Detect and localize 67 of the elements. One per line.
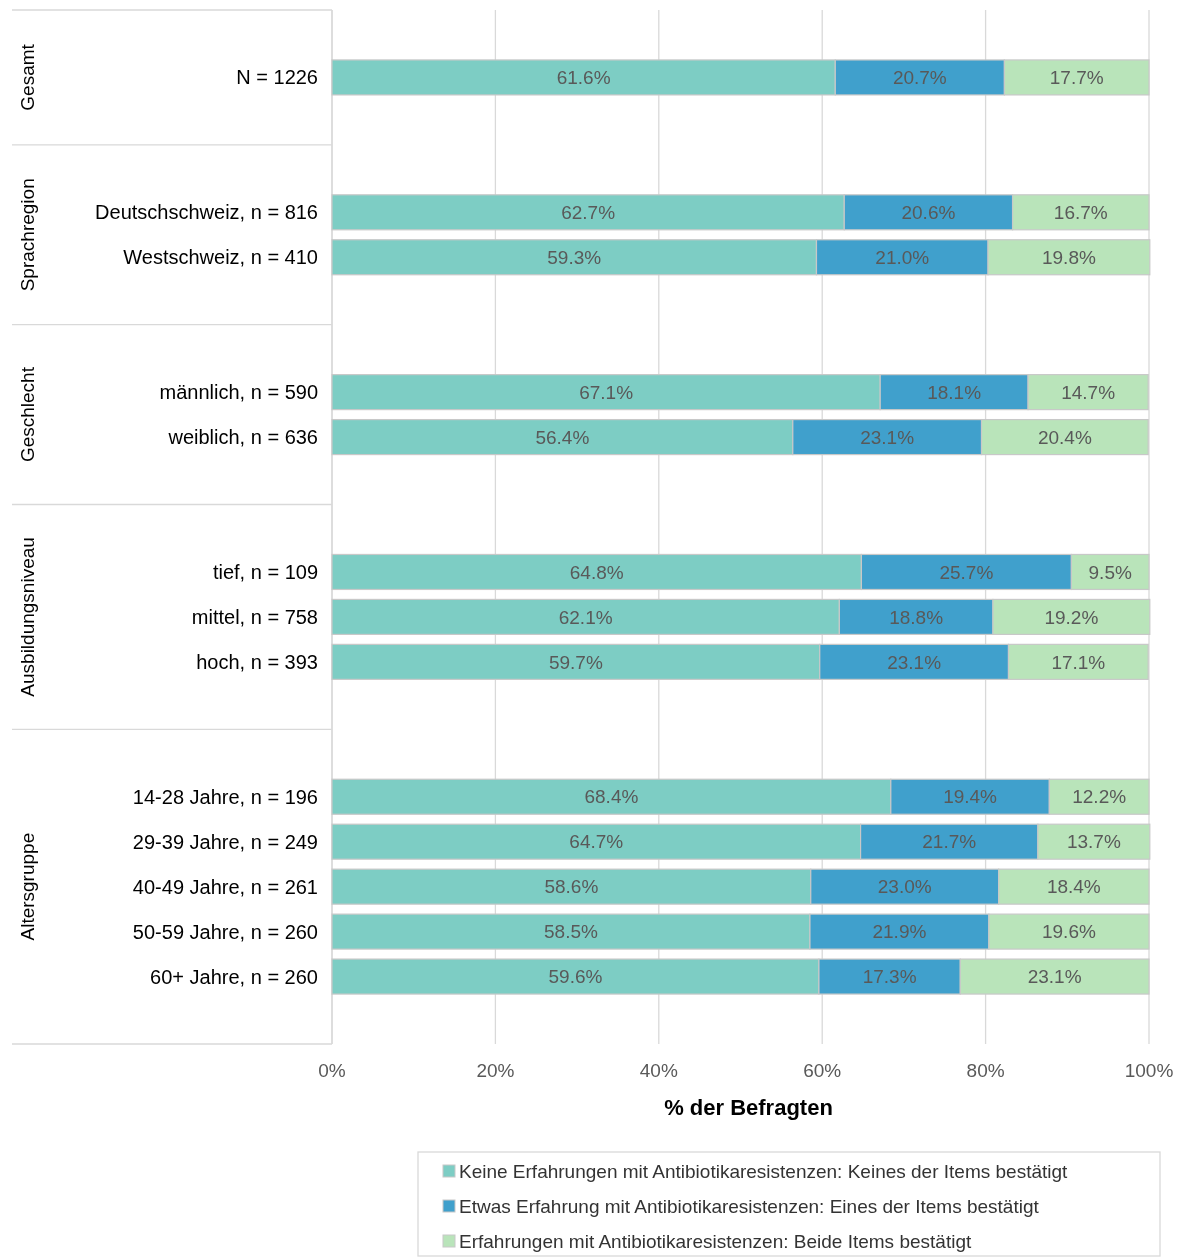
data-label: 62.1% [558,606,613,628]
y-tick-label: männlich, n = 590 [159,381,318,404]
data-label: 23.1% [860,426,915,448]
data-label: 56.4% [535,426,590,448]
data-label: 21.7% [922,831,977,853]
x-tick-label: 80% [966,1059,1005,1081]
text: Altersgruppe [17,832,38,941]
data-label: 23.1% [1027,966,1082,988]
data-label: 12.2% [1072,786,1127,808]
data-label: 19.8% [1042,246,1096,268]
data-label: 18.8% [889,606,944,628]
text: Ausbildungsniveau [17,537,38,697]
data-label: 59.7% [548,651,603,673]
data-label: 21.0% [875,246,930,268]
y-tick-label: weiblich, n = 636 [167,426,318,449]
data-label: 19.4% [943,786,998,808]
data-label: 68.4% [584,786,639,808]
y-tick-label: tief, n = 109 [212,560,318,583]
data-label: 18.1% [927,381,982,403]
text: Sprachregion [17,178,38,292]
data-label: 67.1% [579,381,634,403]
y-tick-label: 60+ Jahre, n = 260 [150,965,318,988]
data-label: 61.6% [556,67,611,89]
data-label: 17.7% [1049,67,1104,89]
y-tick-label: Deutschschweiz, n = 816 [95,201,318,224]
text: Geschlecht [17,366,38,463]
x-tick-label: 20% [476,1059,515,1081]
data-label: 18.4% [1046,876,1101,898]
data-label: 25.7% [939,561,994,583]
data-label: 17.3% [862,966,917,988]
data-label: 59.6% [548,966,603,988]
data-label: 23.0% [877,876,932,898]
data-label: 19.6% [1042,921,1096,943]
data-label: 21.9% [872,921,927,943]
data-label: 20.7% [892,67,947,89]
y-tick-label: 50-59 Jahre, n = 260 [132,920,318,943]
data-label: 16.7% [1053,201,1108,223]
y-tick-label: 14-28 Jahre, n = 196 [132,785,318,808]
data-label: 9.5% [1088,561,1132,583]
data-label: 19.2% [1044,606,1099,628]
x-axis-title: % der Befragten [664,1094,833,1120]
data-label: 13.7% [1066,831,1121,853]
data-label: 64.7% [569,831,624,853]
x-tick-label: 60% [803,1059,842,1081]
y-tick-label: Westschweiz, n = 410 [123,246,318,269]
y-tick-label: 29-39 Jahre, n = 249 [132,830,318,853]
x-tick-label: 40% [639,1059,678,1081]
data-label: 20.4% [1037,426,1092,448]
data-label: 14.7% [1061,381,1116,403]
text: Gesamt [17,43,38,111]
data-label: 59.3% [547,246,602,268]
legend-label: Erfahrungen mit Antibiotikaresistenzen: Beide Items bestätigt [459,1230,972,1252]
x-tick-label: 0% [318,1059,346,1081]
data-label: 64.8% [569,561,624,583]
y-tick-label: N = 1226 [236,66,318,89]
y-tick-label: 40-49 Jahre, n = 261 [132,875,318,898]
data-label: 58.5% [544,921,599,943]
y-tick-label: hoch, n = 393 [196,650,318,673]
legend-label: Keine Erfahrungen mit Antibiotikaresistenzen: Keines der Items bestätigt [459,1160,1069,1182]
x-tick-label: 100% [1124,1059,1174,1081]
data-label: 58.6% [544,876,599,898]
data-label: 62.7% [561,201,616,223]
data-label: 17.1% [1051,651,1106,673]
data-label: 20.6% [901,201,956,223]
data-label: 23.1% [887,651,942,673]
y-tick-label: mittel, n = 758 [191,605,318,628]
legend-label: Etwas Erfahrung mit Antibiotikaresistenzen: Eines der Items bestätigt [459,1195,1040,1217]
